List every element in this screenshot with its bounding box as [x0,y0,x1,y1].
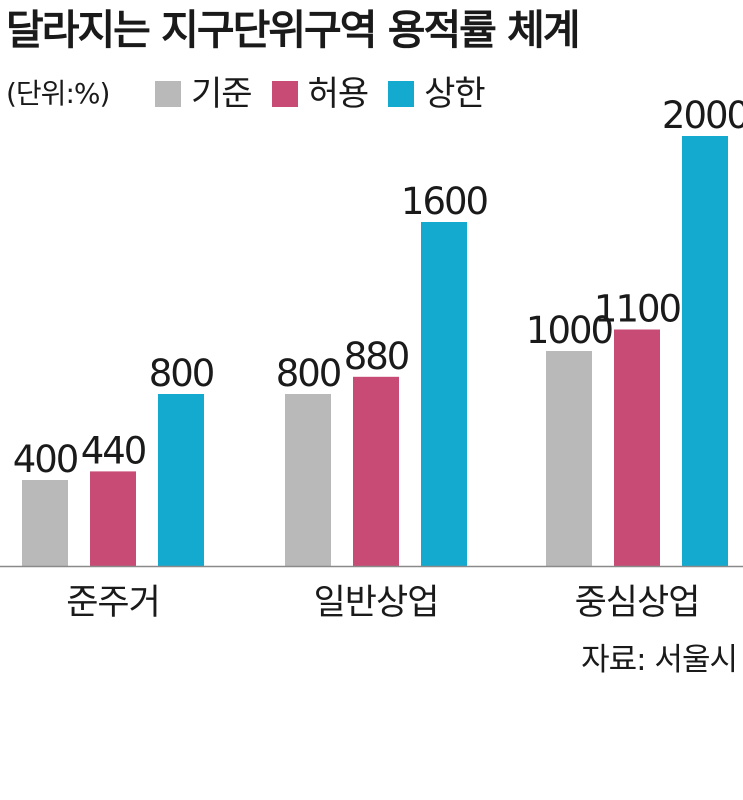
legend-label-상한: 상한 [424,74,486,114]
bar-중심상업-허용 [614,329,660,566]
source-note: 자료: 서울시 [581,642,738,678]
bar-준주거-허용 [90,471,136,566]
legend-item-기준: 기준 [155,74,253,114]
legend-label-허용: 허용 [307,74,370,114]
data-label-준주거-허용: 440 [81,429,146,472]
legend-item-상한: 상한 [388,74,486,114]
bar-준주거-상한 [158,394,204,566]
data-label-중심상업-상한: 2000 [662,94,743,137]
bar-일반상업-허용 [353,376,399,566]
data-label-중심상업-기준: 1000 [526,309,613,352]
data-label-일반상업-허용: 880 [344,335,409,378]
bar-중심상업-상한 [682,136,728,566]
legend-label-기준: 기준 [191,74,253,114]
bar-일반상업-기준 [285,394,331,566]
bar-중심상업-기준 [546,351,592,566]
category-label-준주거: 준주거 [66,583,160,623]
bar-준주거-기준 [22,480,68,566]
legend-swatch-기준 [155,81,181,107]
data-label-일반상업-기준: 800 [276,352,341,395]
category-label-중심상업: 중심상업 [575,583,700,623]
legend: 기준 허용 상한 [155,74,486,114]
bar-일반상업-상한 [421,222,467,566]
data-label-중심상업-허용: 1100 [594,288,681,331]
chart-title: 달라지는 지구단위구역 용적률 체계 [6,6,581,54]
category-label-일반상업: 일반상업 [314,583,439,623]
data-label-일반상업-상한: 1600 [401,180,488,223]
data-label-준주거-상한: 800 [149,352,214,395]
legend-swatch-허용 [271,81,298,107]
legend-swatch-상한 [388,81,415,107]
legend-item-허용: 허용 [271,74,370,114]
data-label-준주거-기준: 400 [13,438,78,481]
unit-label: (단위:%) [6,77,110,110]
